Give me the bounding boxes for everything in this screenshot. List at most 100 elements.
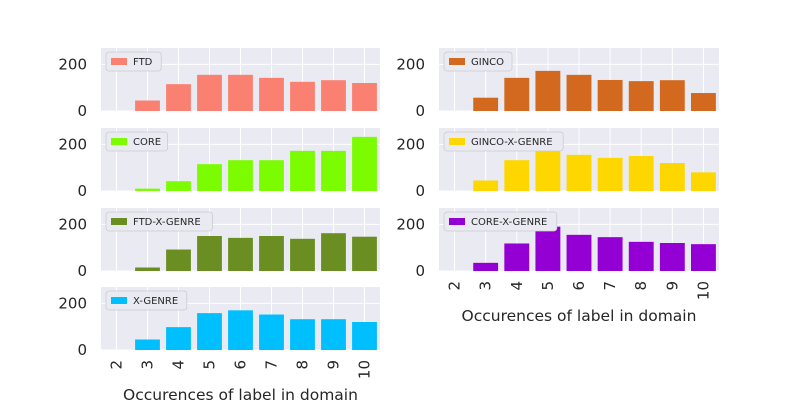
bar-10 bbox=[691, 93, 716, 111]
bar-8 bbox=[628, 81, 654, 111]
y-tick-label: 0 bbox=[77, 102, 87, 120]
bar-3 bbox=[473, 180, 499, 191]
bar-10 bbox=[352, 136, 377, 191]
y-tick-label: 200 bbox=[58, 55, 87, 73]
legend: FTD bbox=[105, 51, 162, 72]
legend-box bbox=[443, 51, 513, 72]
bar-4 bbox=[166, 181, 191, 191]
x-tick-label: 4 bbox=[170, 360, 188, 370]
legend-label: CORE-X-GENRE bbox=[471, 217, 547, 228]
x-tick-label: 9 bbox=[663, 281, 681, 291]
bar-9 bbox=[659, 80, 685, 111]
bar-4 bbox=[504, 243, 530, 271]
bar-5 bbox=[535, 148, 561, 191]
legend-box bbox=[105, 211, 213, 232]
bar-6 bbox=[566, 74, 592, 111]
bar-3 bbox=[135, 267, 160, 271]
bar-10 bbox=[352, 322, 377, 350]
legend-label: X-GENRE bbox=[133, 296, 178, 307]
legend-box bbox=[105, 290, 188, 311]
bar-7 bbox=[597, 79, 623, 111]
legend-box bbox=[105, 131, 168, 152]
x-tick-label: 6 bbox=[232, 360, 250, 370]
y-tick-label: 0 bbox=[415, 262, 425, 280]
bar-8 bbox=[290, 150, 315, 191]
x-tick-label: 5 bbox=[539, 281, 557, 291]
y-tick-label: 0 bbox=[77, 341, 87, 359]
x-tick-label: 10 bbox=[356, 360, 374, 379]
subplot-3: 0 200 FTD-X-GENRE bbox=[58, 208, 380, 280]
bar-7 bbox=[597, 237, 623, 271]
legend: GINCO bbox=[443, 51, 513, 72]
bar-9 bbox=[659, 243, 685, 271]
y-tick-label: 200 bbox=[58, 215, 87, 233]
bar-8 bbox=[290, 319, 315, 350]
bar-7 bbox=[259, 77, 284, 111]
bar-9 bbox=[659, 163, 685, 191]
bar-8 bbox=[290, 81, 315, 111]
x-tick-label: 2 bbox=[108, 360, 126, 370]
legend-box bbox=[443, 131, 564, 152]
bar-8 bbox=[290, 238, 315, 271]
bar-7 bbox=[259, 160, 284, 191]
bar-7 bbox=[597, 157, 623, 191]
bar-8 bbox=[628, 156, 654, 191]
bar-5 bbox=[197, 236, 222, 271]
bar-10 bbox=[691, 244, 716, 271]
bar-3 bbox=[135, 100, 160, 111]
legend: CORE bbox=[105, 131, 168, 152]
bar-4 bbox=[166, 327, 191, 350]
bar-3 bbox=[473, 97, 499, 111]
y-tick-label: 0 bbox=[77, 262, 87, 280]
legend: X-GENRE bbox=[105, 290, 188, 311]
legend-swatch bbox=[449, 138, 465, 145]
legend-label: GINCO bbox=[471, 57, 504, 68]
bar-4 bbox=[166, 249, 191, 271]
bar-6 bbox=[566, 154, 592, 191]
legend-swatch bbox=[449, 58, 465, 65]
bar-8 bbox=[628, 241, 654, 271]
bar-6 bbox=[228, 74, 253, 111]
bar-7 bbox=[259, 314, 284, 350]
legend-swatch bbox=[449, 218, 465, 225]
bar-9 bbox=[321, 319, 346, 350]
y-tick-label: 0 bbox=[415, 182, 425, 200]
y-tick-label: 0 bbox=[77, 182, 87, 200]
subplot-4: 0 200 2 3 4 5 6 7 8 9 10 Occurences of label in dom… bbox=[58, 287, 380, 400]
bar-6 bbox=[228, 160, 253, 191]
legend-swatch bbox=[111, 138, 127, 145]
bar-6 bbox=[228, 237, 253, 271]
x-tick-label: 9 bbox=[325, 360, 343, 370]
bar-10 bbox=[352, 83, 377, 111]
x-tick-label: 7 bbox=[263, 360, 281, 370]
x-tick-label: 8 bbox=[632, 281, 650, 291]
bar-5 bbox=[197, 313, 222, 350]
y-tick-label: 200 bbox=[58, 294, 87, 312]
y-tick-label: 0 bbox=[415, 102, 425, 120]
legend-swatch bbox=[111, 297, 127, 304]
y-tick-label: 200 bbox=[396, 215, 425, 233]
x-tick-label: 2 bbox=[446, 281, 464, 291]
bar-5 bbox=[197, 74, 222, 111]
legend: GINCO-X-GENRE bbox=[443, 131, 564, 152]
y-tick-label: 200 bbox=[396, 55, 425, 73]
bar-4 bbox=[504, 77, 530, 111]
subplot-5: 0 200 GINCO bbox=[396, 48, 719, 120]
legend-label: GINCO-X-GENRE bbox=[471, 137, 553, 148]
bar-3 bbox=[135, 339, 160, 350]
bar-7 bbox=[259, 236, 284, 271]
bar-9 bbox=[321, 150, 346, 191]
legend: FTD-X-GENRE bbox=[105, 211, 213, 232]
x-tick-label: 8 bbox=[294, 360, 312, 370]
x-tick-label: 5 bbox=[201, 360, 219, 370]
subplot-2: 0 200 CORE bbox=[58, 128, 380, 200]
subplot-6: 0 200 GINCO-X-GENRE bbox=[396, 128, 719, 200]
bar-9 bbox=[321, 233, 346, 271]
x-axis-label: Occurences of label in domain bbox=[462, 307, 697, 325]
x-tick-label: 4 bbox=[508, 281, 526, 291]
y-tick-label: 200 bbox=[58, 135, 87, 153]
bar-5 bbox=[535, 226, 561, 271]
bar-3 bbox=[135, 188, 160, 191]
x-tick-label: 3 bbox=[139, 360, 157, 370]
